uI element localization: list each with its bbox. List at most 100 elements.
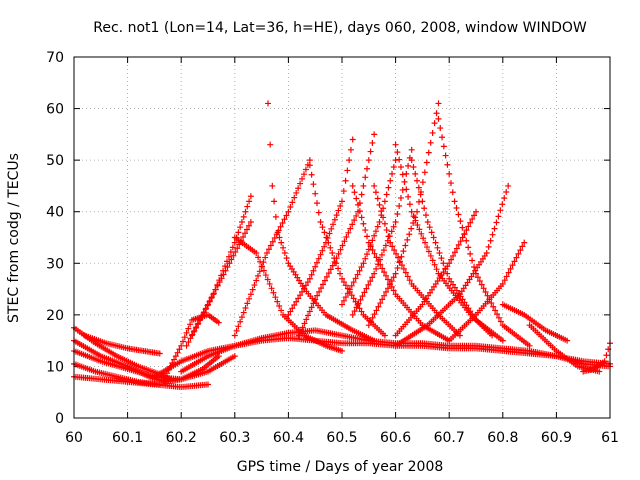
data-point-marker <box>499 337 506 344</box>
data-point-marker <box>321 277 328 284</box>
data-point-marker <box>473 208 479 215</box>
series-markers <box>231 234 345 354</box>
data-point-marker <box>421 169 428 176</box>
data-point-marker <box>342 282 349 289</box>
data-point-marker <box>511 258 518 265</box>
data-point-marker <box>295 295 302 302</box>
data-point-marker <box>291 194 298 201</box>
data-point-marker <box>318 285 325 292</box>
data-point-marker <box>339 198 345 205</box>
data-point-marker <box>405 193 412 200</box>
data-point-marker <box>262 254 269 261</box>
x-tick-label: 60 <box>65 430 83 446</box>
data-point-marker <box>215 353 222 360</box>
data-point-marker <box>326 230 333 237</box>
data-point-marker <box>319 281 326 288</box>
data-point-marker <box>397 164 404 171</box>
data-point-marker <box>327 266 334 273</box>
data-point-marker <box>457 218 464 225</box>
series-markers <box>499 301 571 344</box>
data-point-marker <box>436 249 443 256</box>
data-point-marker <box>325 270 332 277</box>
data-point-marker <box>299 288 306 295</box>
data-point-marker <box>287 308 294 315</box>
x-tick-label: 60.5 <box>326 430 357 446</box>
data-point-marker <box>321 229 328 236</box>
data-point-marker <box>367 318 374 325</box>
data-point-marker <box>247 193 254 200</box>
data-point-marker <box>310 181 317 188</box>
data-point-marker <box>333 212 340 219</box>
data-point-marker <box>379 296 386 303</box>
data-point-marker <box>374 223 381 230</box>
data-point-marker <box>430 234 437 241</box>
data-point-marker <box>485 243 492 250</box>
data-point-marker <box>383 191 390 198</box>
data-point-marker <box>459 234 466 241</box>
data-point-marker <box>353 195 360 202</box>
data-point-marker <box>495 314 502 321</box>
data-point-marker <box>240 213 247 220</box>
data-point-marker <box>521 239 528 246</box>
data-point-marker <box>389 243 396 250</box>
data-point-marker <box>185 339 192 346</box>
data-point-marker <box>383 227 390 234</box>
data-points <box>71 100 613 391</box>
data-point-marker <box>364 251 371 258</box>
data-point-marker <box>291 302 298 309</box>
data-point-marker <box>227 249 234 256</box>
data-point-marker <box>386 281 393 288</box>
y-axis-label: STEC from codg / TECUs <box>6 153 22 323</box>
data-point-marker <box>230 252 237 259</box>
data-point-marker <box>380 205 387 212</box>
data-point-marker <box>233 327 240 334</box>
data-point-marker <box>499 280 506 287</box>
data-point-marker <box>362 255 369 262</box>
data-point-marker <box>402 242 409 249</box>
data-point-marker <box>327 244 334 251</box>
data-point-marker <box>507 265 514 272</box>
data-point-marker <box>393 250 400 257</box>
data-point-marker <box>408 225 415 232</box>
data-point-marker <box>301 320 308 327</box>
data-point-marker <box>306 162 313 169</box>
data-point-marker <box>505 182 512 189</box>
data-point-marker <box>603 352 610 359</box>
data-point-marker <box>474 274 481 281</box>
data-point-marker <box>447 180 454 187</box>
data-point-marker <box>358 264 365 271</box>
data-point-marker <box>222 263 229 270</box>
data-point-marker <box>305 312 312 319</box>
data-point-marker <box>365 246 372 253</box>
data-point-marker <box>371 232 378 239</box>
data-point-marker <box>405 162 412 169</box>
data-point-marker <box>340 279 347 286</box>
data-point-marker <box>448 256 455 263</box>
data-point-marker <box>344 290 351 297</box>
data-point-marker <box>509 262 516 269</box>
data-point-marker <box>253 249 260 256</box>
data-point-marker <box>455 211 462 218</box>
data-point-marker <box>467 250 474 257</box>
data-point-marker <box>244 203 251 210</box>
data-point-marker <box>422 212 429 219</box>
data-point-marker <box>440 260 447 267</box>
data-point-marker <box>190 328 197 335</box>
data-point-marker <box>266 280 273 287</box>
data-point-marker <box>412 170 419 177</box>
data-point-marker <box>408 157 415 164</box>
series-markers <box>231 157 313 339</box>
data-point-marker <box>453 204 460 211</box>
data-point-marker <box>317 219 324 226</box>
data-point-marker <box>489 231 496 238</box>
data-point-marker <box>237 224 244 231</box>
data-point-marker <box>337 202 344 209</box>
grid-lines <box>74 57 610 418</box>
data-point-marker <box>174 349 181 356</box>
data-point-marker <box>388 277 395 284</box>
data-point-marker <box>450 252 457 259</box>
data-point-marker <box>358 214 365 221</box>
x-tick-label: 60.8 <box>487 430 518 446</box>
data-point-marker <box>390 164 397 171</box>
